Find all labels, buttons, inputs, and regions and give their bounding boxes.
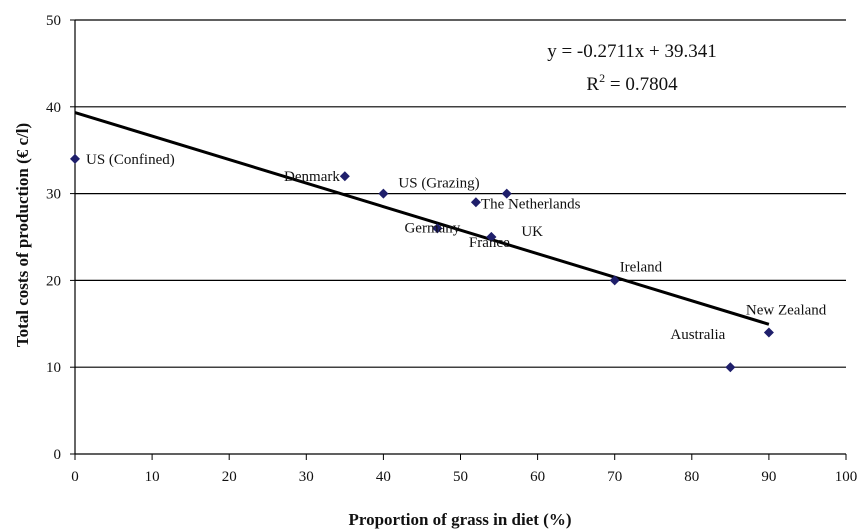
x-tick-label: 100 — [835, 469, 858, 485]
point-label: New Zealand — [746, 302, 827, 318]
x-tick-label: 20 — [222, 469, 237, 485]
gridlines — [75, 19, 846, 368]
point-label: US (Confined) — [86, 152, 175, 168]
x-tick-label: 40 — [376, 469, 391, 485]
trendline — [74, 111, 770, 326]
x-tick-label: 70 — [607, 469, 622, 485]
point-label: Ireland — [620, 259, 663, 275]
trendline-equation: y = -0.2711x + 39.341 — [547, 41, 717, 62]
data-point — [763, 327, 774, 338]
point-label: US (Grazing) — [398, 176, 479, 192]
data-point — [725, 362, 736, 373]
y-tick-label: 50 — [46, 13, 61, 29]
y-tick-label: 40 — [46, 100, 61, 116]
data-point — [470, 197, 481, 208]
x-tick-label: 80 — [684, 469, 699, 485]
trendline-line — [74, 111, 770, 326]
y-tick-label: 20 — [46, 273, 61, 289]
x-tick-label: 90 — [761, 469, 776, 485]
r-squared-prefix: R — [586, 74, 599, 95]
y-tick-label: 10 — [46, 360, 61, 376]
point-label: Australia — [670, 327, 725, 343]
data-point — [501, 188, 512, 199]
y-tick-label: 30 — [46, 187, 61, 203]
r-squared-value: = 0.7804 — [605, 74, 678, 95]
r-squared-superscript: 2 — [599, 71, 605, 85]
x-tick-label: 50 — [453, 469, 468, 485]
x-axis-title: Proportion of grass in diet (%) — [348, 510, 571, 529]
point-labels: US (Confined) Denmark US (Grazing) Germany T… — [86, 152, 827, 343]
y-tick-label: 0 — [54, 447, 62, 463]
data-point — [378, 188, 389, 199]
point-label: Germany — [404, 220, 460, 236]
x-tick-label: 60 — [530, 469, 545, 485]
y-axis-title: Total costs of production (€ c/l) — [13, 123, 32, 347]
data-point — [432, 223, 443, 234]
data-point — [609, 275, 620, 286]
x-tick-labels: 0 10 20 30 40 50 60 70 80 90 100 — [71, 469, 857, 485]
data-point — [339, 171, 350, 182]
x-tick-label: 0 — [71, 469, 79, 485]
data-points — [70, 153, 774, 373]
r-squared: R2 = 0.7804 — [586, 71, 678, 95]
point-label: France — [469, 235, 510, 251]
data-point — [486, 232, 497, 242]
point-label: Denmark — [284, 169, 340, 185]
axes — [70, 19, 847, 460]
point-label: The Netherlands — [481, 196, 581, 212]
x-tick-label: 30 — [299, 469, 314, 485]
x-tick-label: 10 — [145, 469, 160, 485]
data-point — [70, 153, 80, 164]
y-tick-labels: 0 10 20 30 40 50 — [46, 13, 61, 463]
point-label: UK — [521, 224, 543, 240]
